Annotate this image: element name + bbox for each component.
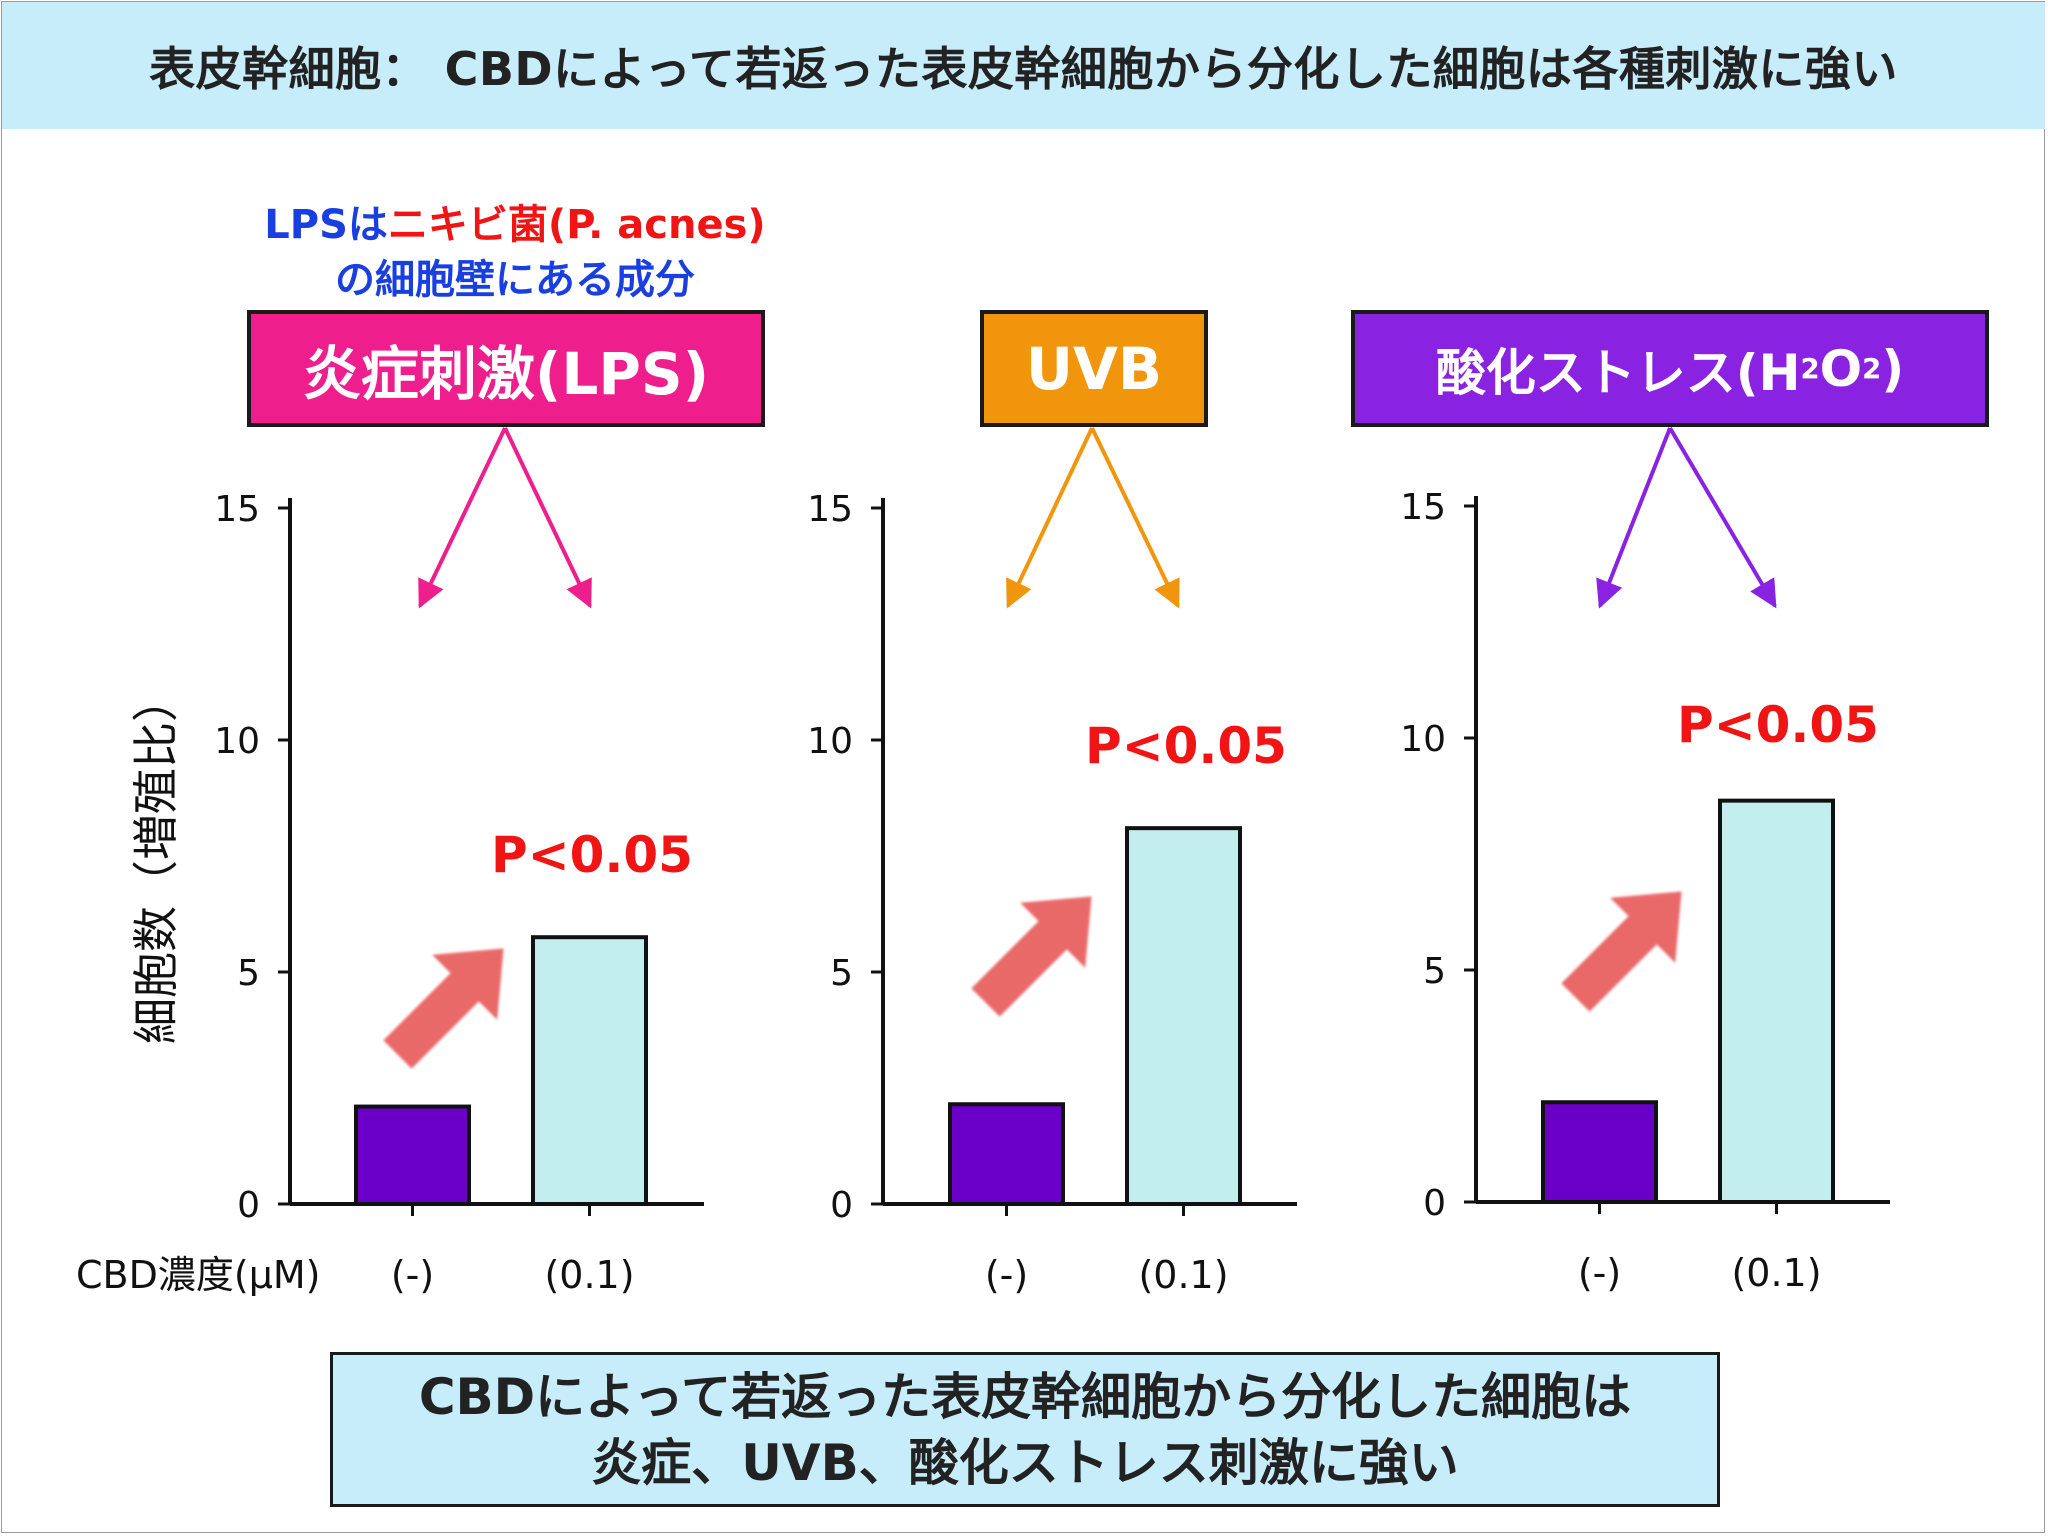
increase-arrow-icon [971, 896, 1092, 1017]
stimulus-h2o2-text-a: 酸化ストレス(H [1435, 343, 1801, 402]
x-tick-label: (0.1) [1138, 1253, 1228, 1297]
bar-control [1541, 1100, 1658, 1204]
x-axis-title: CBD濃度(μM) [76, 1253, 320, 1297]
stimulus-h2o2-sub-a: 2 [1800, 352, 1820, 385]
conclusion-box: CBDによって若返った表皮幹細胞から分化した細胞は 炎症、UVB、酸化ストレス刺… [330, 1352, 1720, 1507]
connector-arrow-right-h2o2 [1668, 426, 1777, 609]
bar-control [948, 1102, 1065, 1206]
stimulus-label-h2o2: 酸化ストレス(H 2 O 2) [1351, 310, 1989, 427]
y-tick-label: 15 [1400, 487, 1446, 528]
p-value-label: P<0.05 [1677, 696, 1879, 754]
stimulus-label-uvb: UVB [980, 310, 1208, 427]
bar-cbd [531, 935, 648, 1206]
lps-note-lead: LPSは [264, 202, 388, 248]
y-tick-label: 15 [807, 489, 853, 530]
title-banner: 表皮幹細胞： CBDによって若返った表皮幹細胞から分化した細胞は各種刺激に強い [2, 2, 2045, 129]
increase-arrow-icon [1561, 891, 1682, 1012]
lps-note-line1: LPSはニキビ菌(P. acnes) [200, 192, 830, 250]
connector-arrow-left-uvb [1006, 427, 1094, 609]
p-value-label: P<0.05 [491, 826, 693, 884]
y-tick-label: 15 [214, 489, 260, 530]
connector-arrow-left-lps [418, 427, 507, 609]
bar-cbd [1718, 798, 1835, 1204]
chart-panel-lps: 0 5 10 15 (-) (0.1) P<0.05 [214, 427, 704, 1297]
lps-note-acnes: ニキビ菌(P. acnes) [387, 202, 766, 248]
page-title: 表皮幹細胞： CBDによって若返った表皮幹細胞から分化した細胞は各種刺激に強い [149, 41, 1898, 96]
stimulus-label-lps: 炎症刺激(LPS) [247, 310, 765, 427]
y-tick-label: 5 [237, 953, 260, 994]
stimulus-h2o2-text-c: ) [1881, 339, 1905, 398]
conclusion-line1: CBDによって若返った表皮幹細胞から分化した細胞は [418, 1367, 1632, 1426]
x-tick-label: (0.1) [544, 1253, 634, 1297]
y-tick-label: 0 [1423, 1183, 1446, 1224]
connector-arrow-left-h2o2 [1596, 427, 1672, 609]
y-tick-label: 10 [1400, 719, 1446, 760]
p-value-label: P<0.05 [1085, 717, 1287, 775]
stimulus-h2o2-text-b: O [1819, 339, 1863, 398]
y-tick-label: 5 [1423, 951, 1446, 992]
y-tick-label: 0 [237, 1185, 260, 1226]
x-tick-label: (0.1) [1731, 1251, 1821, 1295]
conclusion-line2: 炎症、UVB、酸化ストレス刺激に強い [591, 1433, 1459, 1492]
x-tick-label: (-) [1578, 1251, 1621, 1295]
bar-cbd [1125, 826, 1242, 1206]
connector-arrow-right-lps [503, 427, 592, 609]
chart-panel-uvb: 0 5 10 15 (-) (0.1) P<0.05 [807, 427, 1297, 1297]
stimulus-h2o2-sub-b: 2 [1862, 352, 1882, 385]
y-axis-title: 細胞数（増殖比） [129, 676, 183, 1044]
connector-arrow-right-uvb [1090, 427, 1180, 609]
y-tick-label: 5 [830, 953, 853, 994]
x-tick-label: (-) [391, 1253, 434, 1297]
y-tick-label: 10 [807, 721, 853, 762]
x-tick-label: (-) [985, 1253, 1028, 1297]
chart-panel-h2o2: 0 5 10 15 (-) (0.1) P<0.05 [1400, 426, 1890, 1295]
y-tick-label: 0 [830, 1185, 853, 1226]
y-tick-label: 10 [214, 721, 260, 762]
increase-arrow-icon [383, 948, 504, 1069]
bar-control [354, 1104, 471, 1207]
lps-note-line2: の細胞壁にある成分 [335, 257, 695, 303]
